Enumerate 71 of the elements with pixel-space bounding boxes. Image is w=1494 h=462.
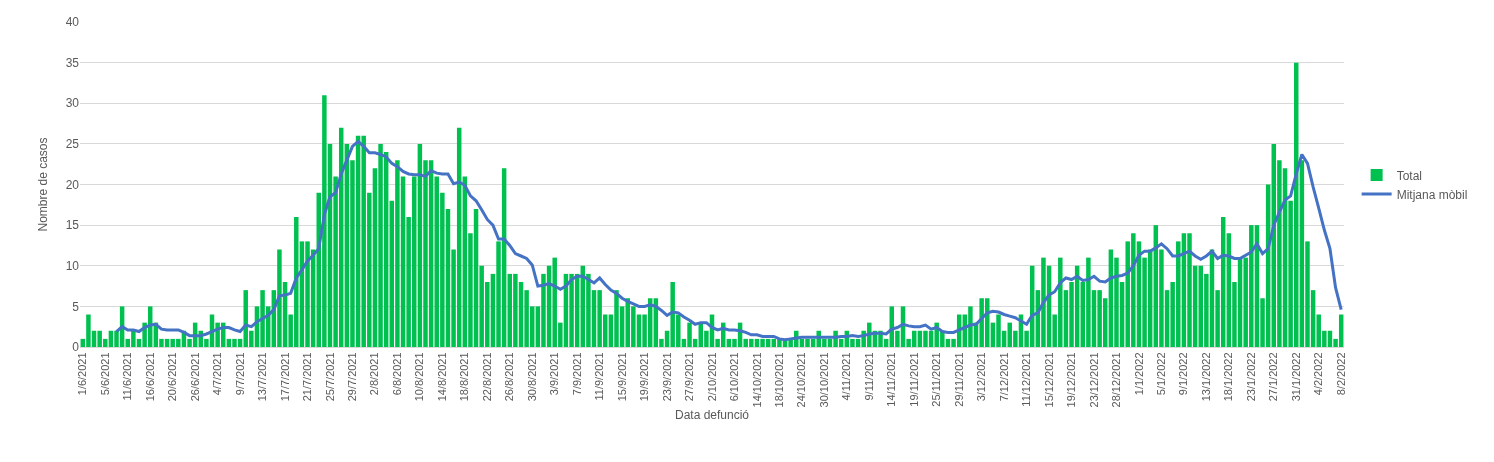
x-tick-label: 18/1/2022 bbox=[1222, 352, 1235, 402]
x-tick-label: 3/9/2021 bbox=[548, 352, 561, 396]
y-tick-label: 5 bbox=[72, 299, 80, 314]
y-tick-label: 40 bbox=[65, 15, 80, 30]
x-tick-label: 16/6/2021 bbox=[143, 352, 156, 402]
y-tick-label: 0 bbox=[72, 340, 80, 355]
x-tick-label: 28/12/2021 bbox=[1110, 352, 1123, 408]
x-tick-label: 9/11/2021 bbox=[862, 352, 875, 401]
y-tick-label: 35 bbox=[65, 55, 80, 70]
x-tick-label: 21/7/2021 bbox=[301, 352, 314, 402]
x-tick-label: 22/8/2021 bbox=[480, 352, 493, 402]
x-tick-label: 9/7/2021 bbox=[233, 352, 246, 396]
y-tick-label: 20 bbox=[65, 177, 80, 192]
x-tick-label: 23/1/2022 bbox=[1244, 352, 1257, 402]
x-tick-label: 25/11/2021 bbox=[930, 352, 943, 407]
x-tick-label: 6/10/2021 bbox=[728, 352, 741, 402]
x-tick-label: 11/6/2021 bbox=[121, 352, 134, 401]
x-tick-label: 17/7/2021 bbox=[278, 352, 291, 402]
legend-label: Mitjana mòbil bbox=[1396, 187, 1468, 202]
x-tick-label: 30/8/2021 bbox=[525, 352, 538, 402]
x-tick-label: 29/7/2021 bbox=[346, 352, 359, 402]
x-tick-label: 1/6/2021 bbox=[76, 352, 89, 396]
x-tick-label: 26/6/2021 bbox=[188, 352, 201, 402]
x-tick-label: 13/7/2021 bbox=[256, 352, 269, 402]
line-series bbox=[115, 139, 1343, 342]
x-tick-label: 11/9/2021 bbox=[593, 352, 606, 401]
y-axis-title: Nombre de casos bbox=[35, 137, 50, 232]
x-tick-label: 26/8/2021 bbox=[503, 352, 516, 402]
x-tick-label: 13/1/2022 bbox=[1199, 352, 1212, 402]
x-tick-label: 27/1/2022 bbox=[1267, 352, 1280, 402]
x-tick-label: 15/12/2021 bbox=[1042, 352, 1055, 408]
x-tick-label: 4/11/2021 bbox=[840, 352, 853, 401]
x-tick-label: 14/11/2021 bbox=[885, 352, 898, 407]
x-axis-title: Data defunció bbox=[674, 408, 750, 423]
x-tick-label: 9/1/2022 bbox=[1177, 352, 1190, 396]
x-tick-label: 27/9/2021 bbox=[683, 352, 696, 402]
x-tick-label: 6/8/2021 bbox=[390, 352, 403, 396]
x-tick-label: 1/1/2022 bbox=[1132, 352, 1145, 396]
x-tick-label: 2/8/2021 bbox=[368, 352, 381, 396]
x-tick-label: 18/10/2021 bbox=[772, 352, 785, 408]
x-tick-label: 15/9/2021 bbox=[615, 352, 628, 402]
x-tick-label: 30/10/2021 bbox=[817, 352, 830, 408]
x-tick-label: 5/1/2022 bbox=[1154, 352, 1167, 396]
x-tick-label: 4/2/2022 bbox=[1312, 352, 1325, 396]
x-tick-label: 14/10/2021 bbox=[750, 352, 763, 408]
y-tick-label: 30 bbox=[65, 96, 80, 111]
x-tick-label: 4/7/2021 bbox=[211, 352, 224, 396]
x-tick-label: 19/9/2021 bbox=[638, 352, 651, 402]
x-tick-label: 5/6/2021 bbox=[98, 352, 111, 396]
x-tick-label: 10/8/2021 bbox=[413, 352, 426, 402]
x-tick-label: 31/1/2022 bbox=[1289, 352, 1302, 402]
y-tick-label: 25 bbox=[65, 137, 80, 152]
x-tick-label: 24/10/2021 bbox=[795, 352, 808, 408]
x-tick-label: 11/12/2021 bbox=[1020, 352, 1033, 407]
x-tick-label: 7/9/2021 bbox=[570, 352, 583, 396]
x-tick-label: 14/8/2021 bbox=[435, 352, 448, 402]
x-tick-label: 23/9/2021 bbox=[660, 352, 673, 402]
x-tick-label: 2/10/2021 bbox=[705, 352, 718, 402]
x-tick-label: 23/12/2021 bbox=[1087, 352, 1100, 408]
x-tick-label: 29/11/2021 bbox=[952, 352, 965, 407]
x-tick-label: 8/2/2022 bbox=[1334, 352, 1347, 396]
y-tick-label: 15 bbox=[65, 218, 80, 233]
x-tick-label: 19/12/2021 bbox=[1065, 352, 1078, 408]
x-tick-label: 25/7/2021 bbox=[323, 352, 336, 402]
x-tick-label: 18/8/2021 bbox=[458, 352, 471, 402]
x-tick-label: 20/6/2021 bbox=[166, 352, 179, 402]
y-tick-label: 10 bbox=[65, 258, 80, 273]
x-tick-label: 19/11/2021 bbox=[907, 352, 920, 407]
x-tick-label: 7/12/2021 bbox=[997, 352, 1010, 402]
legend-label: Total bbox=[1396, 168, 1422, 183]
x-tick-label: 3/12/2021 bbox=[975, 352, 988, 402]
